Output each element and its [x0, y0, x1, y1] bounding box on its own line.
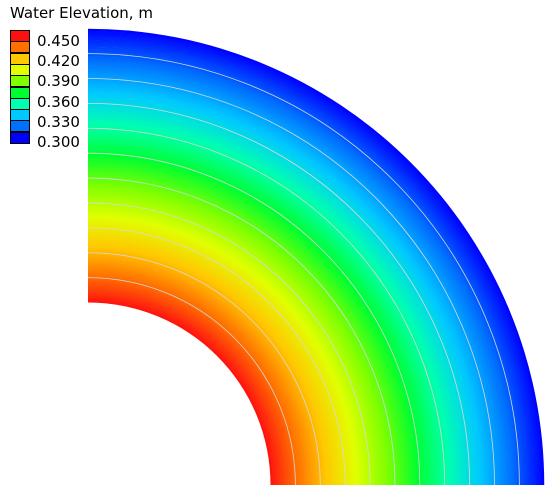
legend-title: Water Elevation, m — [10, 4, 153, 22]
colorbar-swatch — [10, 86, 30, 99]
colorbar-swatch — [10, 75, 30, 88]
contour-line — [87, 53, 520, 486]
colorbar-tick-label: 0.330 — [37, 112, 80, 131]
colorbar-tick-label: 0.450 — [37, 32, 80, 50]
contour-lines — [87, 53, 520, 486]
colorbar-swatch — [10, 63, 30, 76]
contour-line — [87, 78, 495, 486]
colorbar-swatch — [10, 109, 30, 122]
contour-line — [87, 252, 321, 486]
colorbar-swatch — [10, 30, 30, 42]
colorbar-swatch — [10, 97, 30, 110]
contour-line — [87, 177, 396, 486]
contour-line — [87, 277, 296, 486]
contour-line — [87, 127, 446, 486]
colorbar-swatch — [10, 131, 30, 144]
colorbar-tick-label: 0.420 — [37, 52, 80, 71]
contour-line — [87, 227, 346, 486]
contour-line — [87, 103, 470, 486]
colorbar-tick-label: 0.360 — [37, 92, 80, 111]
elevation-field — [88, 28, 545, 485]
colorbar-swatch — [10, 41, 30, 54]
contour-line — [87, 202, 371, 486]
colorbar-swatch — [10, 52, 30, 65]
contour-line — [87, 152, 421, 486]
colorbar-swatch — [10, 120, 30, 133]
colorbar-tick-label: 0.300 — [37, 133, 80, 151]
colorbar-tick-label: 0.390 — [37, 72, 80, 91]
